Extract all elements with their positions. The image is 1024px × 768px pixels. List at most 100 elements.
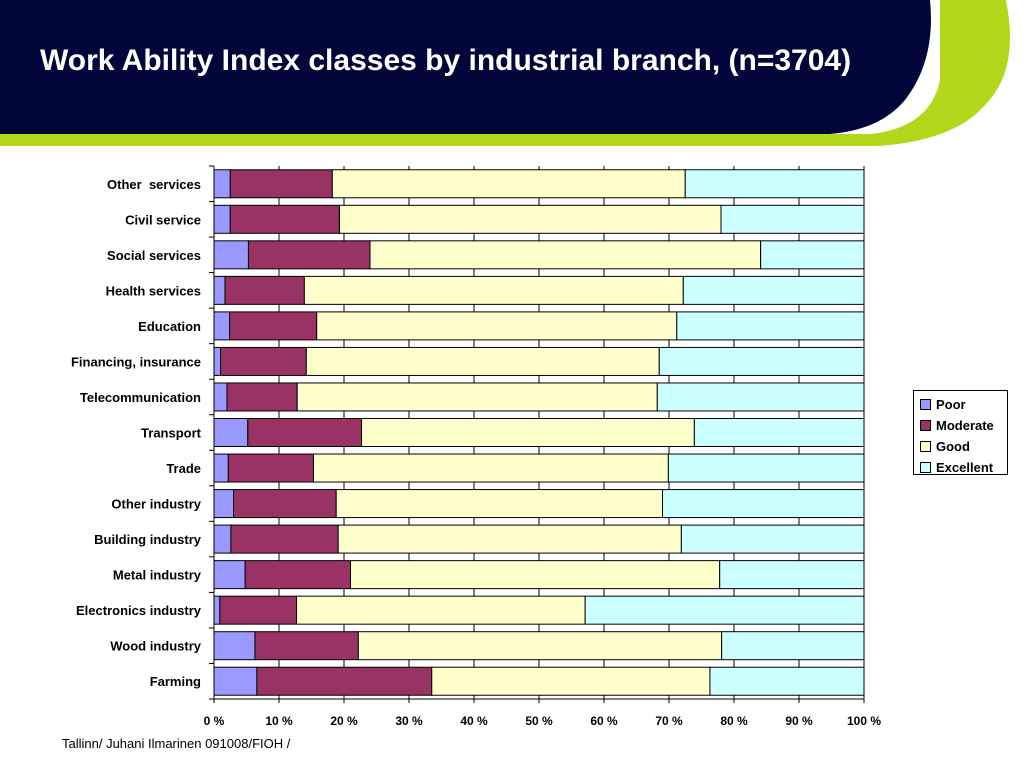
y-category-label: Metal industry (113, 568, 202, 583)
bar-moderate-trade (227, 453, 314, 483)
bar-poor-social-services (213, 240, 249, 270)
y-category-label: Electronics industry (76, 603, 202, 618)
bar-poor-telecommunication (213, 382, 228, 412)
bar-excellent-health-services (682, 275, 865, 305)
bar-good-financing-insurance (305, 346, 660, 376)
bar-excellent-trade (667, 453, 865, 483)
bar-excellent-education (676, 311, 865, 341)
bar-moderate-education (229, 311, 318, 341)
bar-excellent-telecommunication (656, 382, 865, 412)
legend-swatch-moderate (920, 420, 931, 431)
x-tick-label: 30 % (395, 714, 423, 728)
x-tick-label: 90 % (785, 714, 813, 728)
slide-header (0, 0, 1024, 146)
bar-moderate-financing-insurance (220, 346, 307, 376)
bar-moderate-social-services (247, 240, 371, 270)
y-category-label: Health services (106, 283, 201, 298)
x-tick-label: 60 % (590, 714, 618, 728)
bar-good-telecommunication (296, 382, 658, 412)
bar-good-transport (361, 418, 695, 447)
bar-excellent-social-services (760, 240, 865, 270)
y-category-label: Transport (141, 426, 202, 441)
bar-good-trade (312, 453, 669, 483)
bar-good-building-industry (337, 524, 682, 554)
bar-excellent-electronics-industry (584, 595, 865, 625)
bar-moderate-other-industry (233, 489, 337, 519)
bar-moderate-other-services (229, 169, 333, 199)
y-category-label: Social services (107, 248, 201, 263)
bar-good-farming (431, 666, 711, 696)
bar-excellent-building-industry (680, 524, 865, 554)
y-category-label: Other services (107, 177, 201, 192)
x-tick-label: 20 % (330, 714, 358, 728)
bar-poor-education (213, 311, 231, 341)
legend-swatch-excellent (920, 462, 931, 473)
bar-good-metal-industry (350, 560, 721, 590)
bar-excellent-other-industry (662, 489, 865, 519)
bar-poor-financing-insurance (213, 346, 221, 376)
legend-item-good: Good (920, 436, 1007, 457)
bar-moderate-farming (256, 666, 433, 696)
legend-swatch-good (920, 441, 931, 452)
legend-item-poor: Poor (920, 394, 1007, 415)
bar-good-social-services (369, 240, 762, 270)
legend-label-moderate: Moderate (936, 418, 994, 433)
bar-excellent-farming (709, 666, 865, 696)
bar-moderate-electronics-industry (219, 595, 298, 625)
y-category-label: Telecommunication (80, 390, 201, 405)
bar-good-wood-industry (357, 631, 723, 661)
bar-poor-transport (213, 418, 249, 447)
bar-poor-civil-service (213, 204, 231, 234)
x-tick-label: 80 % (720, 714, 748, 728)
bar-moderate-wood-industry (254, 631, 359, 661)
bar-poor-other-industry (213, 489, 234, 519)
bar-excellent-other-services (684, 169, 865, 199)
header-background (0, 0, 931, 134)
bar-excellent-wood-industry (721, 631, 865, 661)
slide-title: Work Ability Index classes by industrial… (40, 44, 852, 77)
x-tick-label: 70 % (655, 714, 683, 728)
bar-poor-farming (213, 666, 258, 696)
bar-excellent-civil-service (720, 204, 865, 234)
bar-good-other-services (331, 169, 686, 199)
bar-poor-electronics-industry (213, 595, 221, 625)
bar-poor-building-industry (213, 524, 232, 554)
bar-good-civil-service (338, 204, 722, 234)
bar-good-education (316, 311, 678, 341)
bar-moderate-building-industry (230, 524, 339, 554)
y-category-label: Civil service (125, 212, 201, 227)
legend-label-poor: Poor (936, 397, 966, 412)
x-tick-label: 0 % (204, 714, 225, 728)
header-accent-shape (0, 0, 1024, 146)
bar-poor-metal-industry (213, 560, 246, 590)
y-category-label: Education (138, 319, 201, 334)
y-category-label: Financing, insurance (71, 354, 201, 369)
x-tick-label: 50 % (525, 714, 553, 728)
bar-excellent-financing-insurance (658, 346, 865, 376)
legend-item-excellent: Excellent (920, 457, 1007, 478)
slide-footer: Tallinn/ Juhani Ilmarinen 091008/FIOH / (62, 736, 291, 751)
bar-good-electronics-industry (296, 595, 586, 625)
chart-legend: Poor Moderate Good Excellent (913, 390, 1008, 475)
bar-moderate-telecommunication (226, 382, 298, 412)
x-tick-label: 10 % (265, 714, 293, 728)
y-category-label: Other industry (111, 497, 201, 512)
bar-good-other-industry (335, 489, 663, 519)
bar-moderate-transport (247, 418, 363, 447)
bar-poor-other-services (213, 169, 231, 199)
bar-poor-trade (213, 453, 229, 483)
bar-moderate-civil-service (229, 204, 340, 234)
legend-item-moderate: Moderate (920, 415, 1007, 436)
x-tick-label: 40 % (460, 714, 488, 728)
bar-excellent-metal-industry (719, 560, 865, 590)
legend-label-good: Good (936, 439, 970, 454)
y-category-label: Building industry (94, 532, 202, 547)
y-category-label: Wood industry (110, 639, 202, 654)
bar-poor-wood-industry (213, 631, 256, 661)
legend-swatch-poor (920, 399, 931, 410)
bar-good-health-services (303, 275, 684, 305)
y-category-label: Trade (166, 461, 201, 476)
legend-label-excellent: Excellent (936, 460, 994, 475)
bar-moderate-health-services (224, 275, 305, 305)
